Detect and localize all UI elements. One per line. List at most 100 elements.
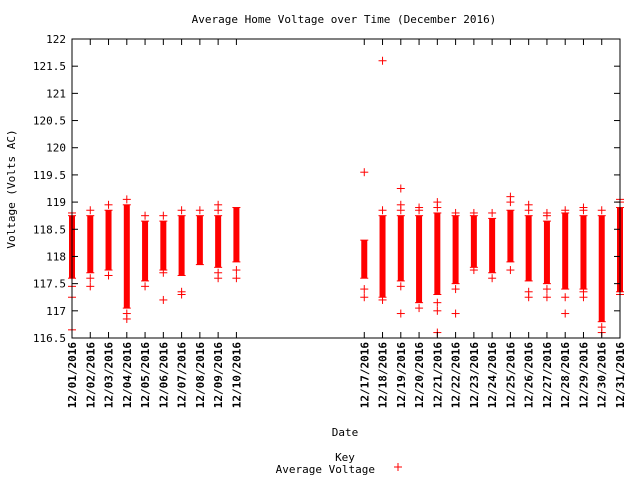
reading-point: [214, 268, 223, 277]
x-tick-label: 12/04/2016: [121, 342, 134, 409]
reading-point: [104, 271, 113, 280]
y-tick-label: 119: [46, 196, 66, 209]
reading-cluster: [105, 210, 112, 271]
reading-point: [378, 56, 387, 65]
x-tick-label: 12/17/2016: [358, 342, 371, 409]
day-group-28: [561, 206, 570, 318]
reading-point: [396, 184, 405, 193]
day-group-20: [415, 203, 424, 313]
reading-point: [86, 206, 95, 215]
y-tick-label: 120.5: [33, 115, 66, 128]
reading-point: [542, 293, 551, 302]
reading-point: [159, 268, 168, 277]
x-tick-label: 12/01/2016: [66, 342, 79, 409]
y-axis-label: Voltage (Volts AC): [5, 129, 18, 248]
x-tick-label: 12/24/2016: [486, 342, 499, 409]
y-tick-label: 117.5: [33, 278, 66, 291]
day-group-27: [542, 208, 551, 302]
reading-point: [378, 295, 387, 304]
reading-point: [433, 306, 442, 315]
x-tick-label: 12/09/2016: [212, 342, 225, 409]
y-tick-label: 120: [46, 142, 66, 155]
y-tick-label: 122: [46, 33, 66, 46]
day-group-26: [524, 200, 533, 302]
data-marks: [68, 56, 624, 337]
x-tick-label: 12/26/2016: [523, 342, 536, 409]
reading-point: [415, 304, 424, 313]
reading-cluster: [123, 204, 130, 309]
legend-marker: [394, 463, 402, 471]
reading-point: [141, 211, 150, 220]
reading-cluster: [452, 215, 459, 284]
reading-point: [396, 309, 405, 318]
reading-cluster: [361, 240, 368, 279]
reading-point: [542, 208, 551, 217]
reading-point: [360, 168, 369, 177]
y-tick-label: 119.5: [33, 169, 66, 182]
reading-point: [597, 206, 606, 215]
x-tick-label: 12/29/2016: [577, 342, 590, 409]
reading-point: [561, 309, 570, 318]
x-tick-label: 12/30/2016: [596, 342, 609, 409]
legend-title: Key: [335, 451, 355, 464]
reading-cluster: [470, 215, 477, 268]
x-tick-label: 12/25/2016: [504, 342, 517, 409]
reading-point: [177, 287, 186, 296]
y-tick-label: 116.5: [33, 332, 66, 345]
day-group-24: [488, 208, 497, 283]
reading-point: [451, 309, 460, 318]
reading-point: [524, 287, 533, 296]
day-group-18: [378, 56, 387, 304]
reading-point: [122, 309, 131, 318]
x-tick-label: 12/23/2016: [468, 342, 481, 409]
x-tick-label: 12/07/2016: [176, 342, 189, 409]
reading-point: [597, 323, 606, 332]
reading-point: [396, 282, 405, 291]
day-group-23: [469, 208, 478, 275]
reading-point: [159, 211, 168, 220]
reading-point: [360, 293, 369, 302]
reading-point: [488, 274, 497, 283]
reading-point: [415, 203, 424, 212]
day-group-30: [597, 206, 606, 337]
day-group-21: [433, 198, 442, 337]
reading-cluster: [562, 212, 569, 290]
reading-point: [177, 206, 186, 215]
day-group-4: [122, 195, 131, 323]
reading-point: [506, 192, 515, 201]
reading-cluster: [416, 215, 423, 303]
reading-point: [451, 208, 460, 217]
reading-point: [378, 206, 387, 215]
day-group-3: [104, 200, 113, 280]
reading-cluster: [507, 210, 514, 262]
day-group-22: [451, 208, 460, 318]
x-tick-label: 12/02/2016: [84, 342, 97, 409]
reading-point: [396, 200, 405, 209]
reading-cluster: [215, 215, 222, 268]
reading-point: [214, 200, 223, 209]
x-axis-label: Date: [332, 426, 359, 439]
x-tick-label: 12/27/2016: [541, 342, 554, 409]
reading-point: [86, 274, 95, 283]
reading-point: [469, 208, 478, 217]
y-tick-label: 118: [46, 250, 66, 263]
reading-point: [579, 287, 588, 296]
day-group-9: [214, 200, 223, 283]
y-tick-label: 118.5: [33, 223, 66, 236]
day-group-7: [177, 206, 186, 299]
reading-point: [469, 266, 478, 275]
reading-cluster: [397, 215, 404, 281]
day-group-6: [159, 211, 168, 304]
reading-cluster: [379, 215, 386, 298]
x-tick-label: 12/28/2016: [559, 342, 572, 409]
reading-point: [104, 200, 113, 209]
day-group-8: [195, 206, 204, 266]
day-group-10: [232, 207, 241, 283]
reading-point: [141, 282, 150, 291]
reading-point: [561, 293, 570, 302]
reading-point: [232, 274, 241, 283]
x-tick-label: 12/22/2016: [450, 342, 463, 409]
reading-point: [433, 198, 442, 207]
reading-point: [506, 266, 515, 275]
x-tick-label: 12/06/2016: [157, 342, 170, 409]
